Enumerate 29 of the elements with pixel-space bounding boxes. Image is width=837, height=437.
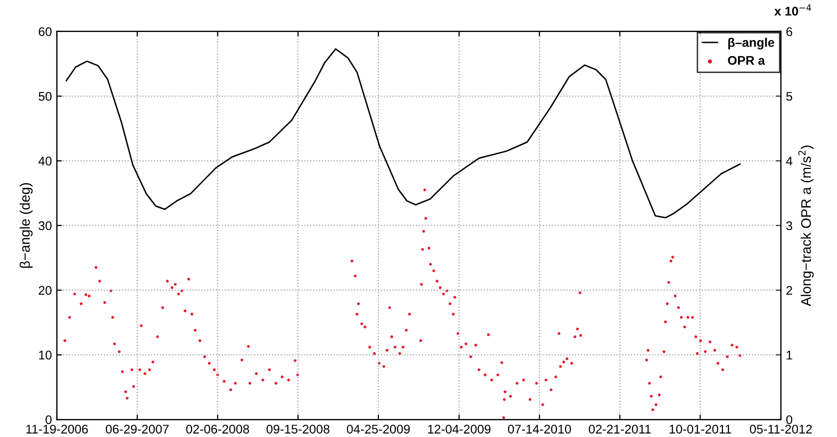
legend-label: OPR a bbox=[728, 56, 766, 65]
x-tick-label: 02-21-2011 bbox=[588, 424, 651, 434]
y2-tick-label: 6 bbox=[786, 27, 792, 36]
y-tick-label: 10 bbox=[39, 350, 52, 360]
legend-label: β–angle bbox=[728, 38, 774, 50]
x-tick-label: 12-04-2009 bbox=[428, 424, 490, 434]
y2-axis-title: Along−track OPR a (m/s$^{2}$) bbox=[798, 146, 814, 306]
x-tick-label: 06-29-2007 bbox=[106, 424, 169, 434]
y-tick-label: 0 bbox=[46, 415, 52, 424]
y-tick-label: 20 bbox=[38, 286, 52, 295]
y2-tick-label: 0 bbox=[786, 415, 792, 424]
y-tick-label: 60 bbox=[38, 27, 52, 36]
x-tick-label: 07-14-2010 bbox=[508, 424, 571, 434]
y2-tick-label: 3 bbox=[786, 221, 792, 230]
y2-tick-label: 2 bbox=[786, 286, 792, 295]
x-tick-label: 11-19-2006 bbox=[26, 424, 88, 434]
y-tick-label: 30 bbox=[38, 221, 52, 230]
x-tick-label: 09-15-2008 bbox=[266, 424, 330, 434]
y-tick-label: 40 bbox=[38, 156, 52, 166]
x-tick-label: 10-01-2011 bbox=[670, 424, 732, 434]
x-tick-label: 05-11-2012 bbox=[750, 424, 812, 434]
text: x 10$^{−4}$ bbox=[774, 4, 812, 16]
y2-tick-label: 5 bbox=[786, 92, 792, 101]
y-axis-title: β−angle (deg) bbox=[20, 183, 33, 268]
x-tick-label: 02-06-2008 bbox=[186, 424, 250, 434]
y-tick-label: 50 bbox=[38, 92, 52, 101]
x-tick-label: 04-25-2009 bbox=[346, 424, 410, 434]
y2-tick-label: 4 bbox=[786, 156, 792, 166]
y2-tick-label: 1 bbox=[786, 350, 792, 360]
